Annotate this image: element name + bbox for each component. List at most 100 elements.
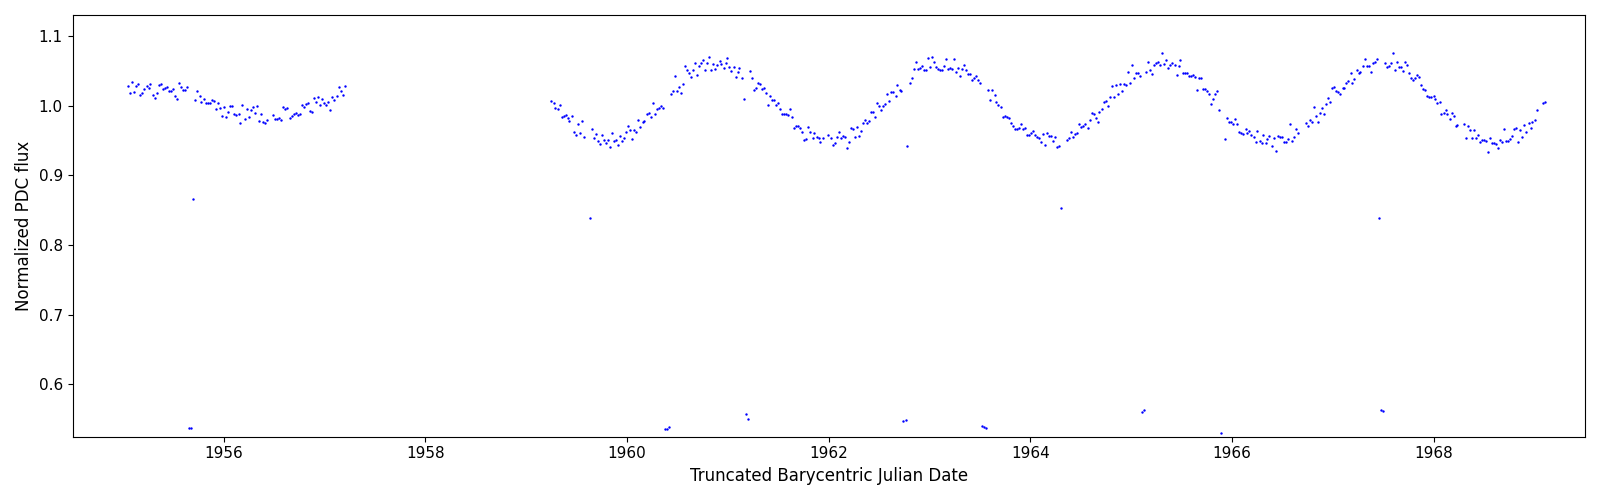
Point <box>822 138 848 146</box>
Point <box>307 100 333 108</box>
Point <box>954 66 979 74</box>
Point <box>718 68 744 76</box>
Point <box>1202 90 1227 98</box>
Point <box>323 92 349 100</box>
Point <box>1392 58 1418 66</box>
Point <box>1275 134 1301 142</box>
Point <box>1480 139 1506 147</box>
Point <box>1029 138 1054 146</box>
Point <box>1150 50 1176 58</box>
Point <box>755 101 781 109</box>
Point <box>1299 118 1325 126</box>
Point <box>802 128 827 136</box>
Point <box>786 122 811 130</box>
Point <box>1197 90 1222 98</box>
Point <box>872 100 898 108</box>
Point <box>1530 99 1555 107</box>
Point <box>878 88 904 96</box>
Point <box>189 98 214 106</box>
Point <box>670 80 696 88</box>
Point <box>603 136 629 144</box>
Point <box>1526 436 1552 444</box>
Point <box>1106 90 1131 98</box>
Point <box>562 128 587 136</box>
Point <box>187 92 213 100</box>
Point <box>550 112 576 120</box>
Point <box>650 104 675 112</box>
Point <box>1466 131 1491 139</box>
Point <box>1438 109 1464 117</box>
Point <box>138 80 163 88</box>
Point <box>926 66 952 74</box>
Point <box>1042 133 1067 141</box>
Point <box>1461 126 1486 134</box>
Point <box>1443 122 1469 130</box>
Point <box>946 64 971 72</box>
Point <box>797 128 822 136</box>
Point <box>725 68 750 76</box>
Point <box>205 98 230 106</box>
Point <box>1200 96 1226 104</box>
Point <box>1477 134 1502 141</box>
Point <box>1157 62 1182 70</box>
Point <box>635 109 661 117</box>
Point <box>862 114 888 122</box>
Point <box>1186 74 1211 82</box>
Point <box>1192 86 1218 94</box>
Point <box>899 74 925 82</box>
Point <box>1010 125 1035 133</box>
Point <box>144 88 170 96</box>
Point <box>869 106 894 114</box>
Point <box>1398 74 1424 82</box>
Point <box>714 60 739 68</box>
Point <box>291 104 317 112</box>
Point <box>973 424 998 432</box>
Point <box>842 132 867 140</box>
Point <box>219 102 245 110</box>
Point <box>224 111 250 119</box>
Point <box>749 85 774 93</box>
Point <box>682 59 707 67</box>
Point <box>298 107 323 115</box>
Point <box>125 80 150 88</box>
Point <box>664 87 690 95</box>
Point <box>1237 127 1262 135</box>
Point <box>661 87 686 95</box>
Point <box>995 114 1021 122</box>
Point <box>197 98 222 106</box>
Point <box>1501 124 1526 132</box>
Point <box>594 138 619 146</box>
Point <box>1331 84 1357 92</box>
Point <box>800 134 826 142</box>
Point <box>1093 96 1118 104</box>
Point <box>685 71 710 79</box>
Point <box>632 116 658 124</box>
Point <box>1182 72 1208 80</box>
Point <box>738 66 763 74</box>
Point <box>662 72 688 80</box>
Point <box>1166 62 1192 70</box>
Point <box>1123 69 1149 77</box>
Point <box>826 128 851 136</box>
Point <box>1229 130 1254 138</box>
Point <box>146 82 171 90</box>
Point <box>1274 138 1299 146</box>
Point <box>1390 67 1416 75</box>
Point <box>539 97 565 105</box>
Point <box>182 96 208 104</box>
Point <box>746 78 771 86</box>
Point <box>221 110 246 118</box>
Point <box>710 64 736 72</box>
Point <box>117 89 142 97</box>
Point <box>195 99 221 107</box>
Point <box>870 102 896 110</box>
Point <box>1170 69 1195 77</box>
Point <box>213 113 238 121</box>
Point <box>1344 66 1370 74</box>
Point <box>893 416 918 424</box>
Point <box>1507 126 1533 134</box>
Point <box>1139 70 1165 78</box>
Point <box>1381 49 1406 57</box>
Point <box>1322 83 1347 91</box>
Point <box>1355 62 1381 70</box>
